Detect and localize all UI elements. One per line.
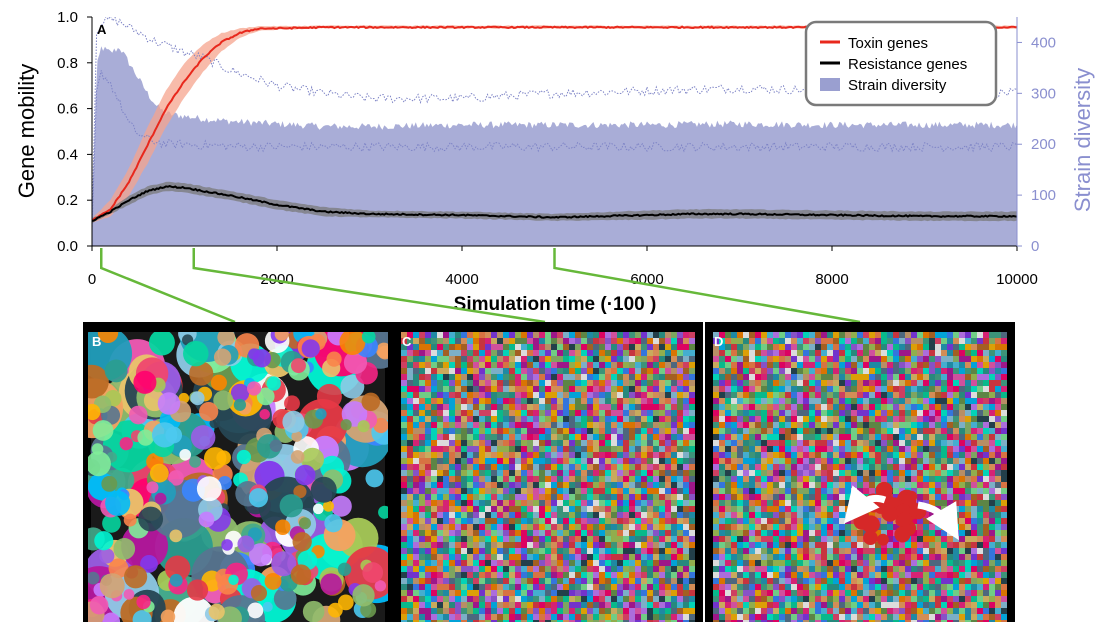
x-tick-label: 2000: [260, 271, 293, 288]
panel-label-c: C: [402, 334, 412, 349]
y2-axis-title: Strain diversity: [1070, 68, 1095, 212]
y-tick-label: 0.2: [57, 192, 78, 209]
x-tick-label: 4000: [445, 271, 478, 288]
panel-label-b: B: [92, 334, 101, 349]
y2-tick-label: 0: [1031, 238, 1039, 255]
y-axis-title: Gene mobility: [14, 64, 39, 199]
legend-label-toxin: Toxin genes: [848, 35, 928, 52]
connector-line: [553, 248, 861, 324]
left-arrow-icon: [843, 485, 887, 524]
legend: Toxin genes Resistance genes Strain dive…: [804, 20, 998, 107]
snapshot-panel-b: B: [83, 322, 393, 622]
y2-tick-label: 100: [1031, 187, 1056, 204]
x-tick-label: 0: [88, 271, 96, 288]
right-arrow-icon: [917, 501, 959, 541]
y-tick-label: 1.0: [57, 9, 78, 26]
y-tick-label: 0.8: [57, 55, 78, 72]
diversity-area: [92, 46, 1017, 246]
resistance-line: [92, 185, 1017, 222]
y2-tick-label: 300: [1031, 85, 1056, 102]
snapshot-connectors: [100, 248, 861, 324]
axis-ticks: 0 2000 4000 6000 8000 100000.00.20.40.60.81.0…: [57, 9, 1056, 288]
snapshot-panel-c: C: [393, 322, 703, 622]
diversity-upper-envelope: [92, 17, 1017, 225]
y2-tick-label: 400: [1031, 34, 1056, 51]
panel-label-a: A: [97, 22, 107, 37]
connector-line: [192, 248, 546, 324]
x-tick-label: 8000: [815, 271, 848, 288]
y-tick-label: 0.0: [57, 238, 78, 255]
legend-label-resistance: Resistance genes: [848, 56, 967, 73]
y-tick-label: 0.4: [57, 146, 78, 163]
legend-label-diversity: Strain diversity: [848, 77, 947, 94]
panel-label-d: D: [714, 334, 723, 349]
snapshot-panel-d: D: [705, 322, 1015, 622]
diversity-lower-envelope: [92, 70, 1017, 230]
legend-swatch-diversity: [820, 78, 840, 91]
x-axis-title: Simulation time (·100 ): [454, 294, 657, 315]
y-tick-label: 0.6: [57, 101, 78, 118]
legend-box: [804, 20, 998, 107]
y2-tick-label: 200: [1031, 136, 1056, 153]
x-tick-label: 10000: [996, 271, 1038, 288]
connector-line: [100, 248, 236, 324]
